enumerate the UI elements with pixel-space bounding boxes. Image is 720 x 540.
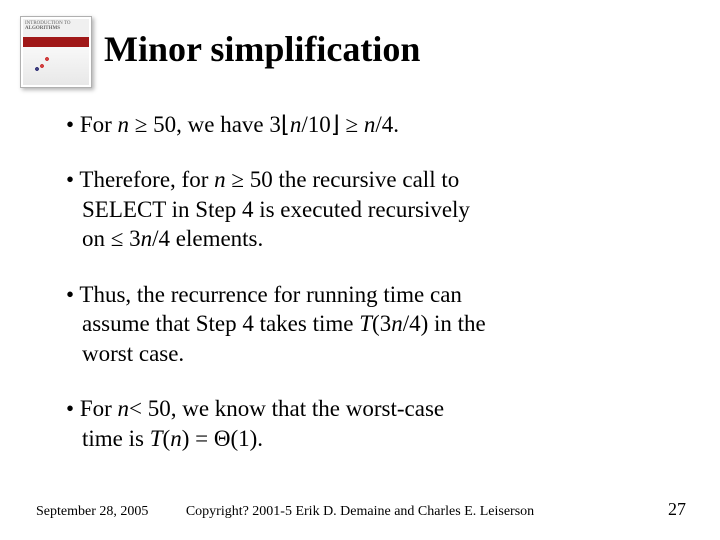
book-title-area: INTRODUCTION TO ALGORITHMS [23,19,89,37]
b4-l2b: ) = Θ(1). [182,426,263,451]
b1-floor: 3⌊n/10⌋ [269,112,339,137]
b2-l1a: Therefore, for [79,167,214,192]
b3-l2T: T [359,311,372,336]
bullet-1: • For n ≥ 50, we have 3⌊n/10⌋ ≥ n/4. [66,110,670,139]
b1-n: n [118,112,130,137]
b1-floor-den: /10 [301,112,330,137]
b4-l1a: For [80,396,118,421]
b1-op: ≥ [340,112,364,137]
b1-coef: 3 [269,112,281,137]
b2-l3n: n [141,226,153,251]
textbook-cover-icon: INTRODUCTION TO ALGORITHMS [20,16,92,88]
b3-l2b: /4) in the [403,311,486,336]
b4-l2n: n [170,426,182,451]
footer-page-number: 27 [668,499,686,520]
b2-l3b: /4 elements. [152,226,263,251]
b1-pre: For [80,112,118,137]
bullet-list: • For n ≥ 50, we have 3⌊n/10⌋ ≥ n/4. • T… [66,110,670,479]
book-big-label: ALGORITHMS [25,26,60,31]
bullet-2: • Therefore, for n ≥ 50 the recursive ca… [66,165,670,253]
b1-tail: /4. [375,112,399,137]
b1-post-n: n [364,112,376,137]
bullet-dot: • [66,282,79,307]
b3-l2p: (3 [372,311,391,336]
footer-copyright: Copyright? 2001-5 Erik D. Demaine and Ch… [0,504,720,520]
bullet-dot: • [66,396,80,421]
bullet-dot: • [66,112,80,137]
b2-l1n: n [214,167,226,192]
slide-title: Minor simplification [104,28,420,70]
bullet-3: • Thus, the recurrence for running time … [66,280,670,368]
b2-l1b: ≥ 50 the recursive call to [226,167,460,192]
b4-l2a: time is [82,426,150,451]
bullet-dot: • [66,167,79,192]
b4-l1b: < 50, we know that the worst-case [129,396,444,421]
b3-l2a: assume that Step 4 takes time [82,311,359,336]
bullet-4: • For n< 50, we know that the worst-case… [66,394,670,453]
b1-cond: ≥ 50, we have [129,112,269,137]
b1-floor-n: n [290,112,302,137]
b4-l2T: T [150,426,163,451]
floor-right-icon: ⌋ [331,112,340,137]
b2-l2: SELECT in Step 4 is executed recursively [82,197,470,222]
book-red-band [23,37,89,47]
b3-l1: Thus, the recurrence for running time ca… [79,282,462,307]
b3-l3: worst case. [82,341,184,366]
book-art [23,47,89,85]
b2-l3a: on ≤ 3 [82,226,141,251]
b3-l2n: n [391,311,403,336]
b4-l1n: n [118,396,130,421]
floor-left-icon: ⌊ [281,112,290,137]
